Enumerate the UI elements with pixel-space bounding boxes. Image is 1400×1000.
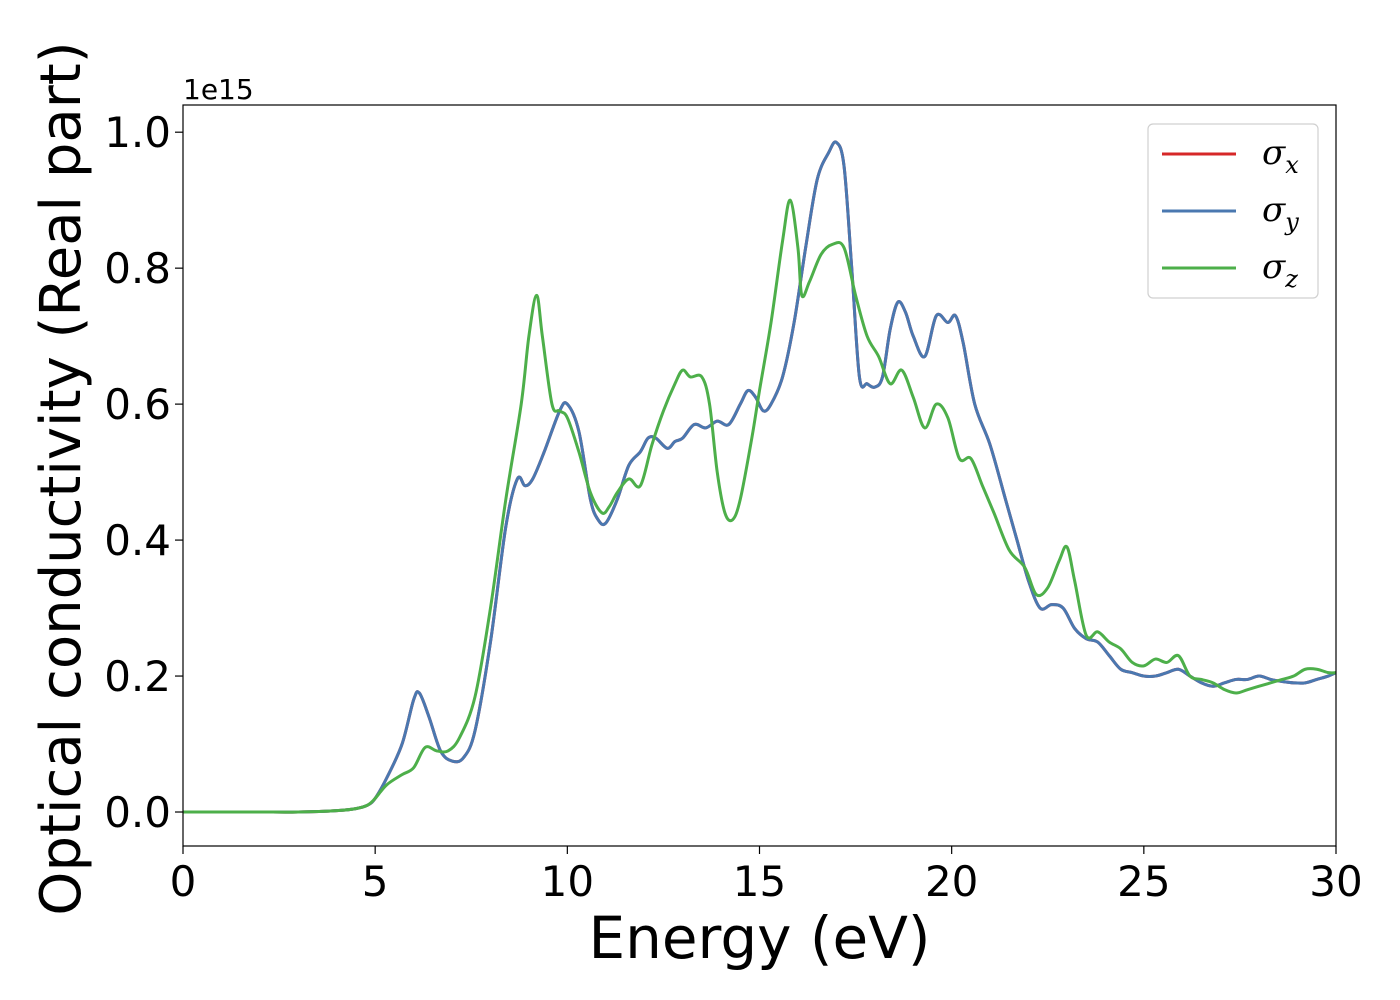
x-tick-label: 20 <box>925 857 978 906</box>
y-tick-label: 0.6 <box>104 380 171 429</box>
y-tick-label: 1.0 <box>104 108 171 157</box>
x-tick-label: 5 <box>362 857 389 906</box>
x-tick-label: 0 <box>170 857 197 906</box>
legend-label-sigma-z: σz <box>1262 247 1298 293</box>
y-tick-label: 0.0 <box>104 788 171 837</box>
y-axis-title: Optical conductivity (Real part) <box>29 41 94 915</box>
legend-label-sigma-y: σy <box>1262 190 1299 236</box>
series-layer <box>183 140 1336 814</box>
y-tick-label: 0.4 <box>104 516 171 565</box>
x-tick-label: 30 <box>1309 857 1362 906</box>
legend: σx σy σz <box>1147 123 1319 299</box>
x-axis: 0 5 10 15 20 25 30 <box>170 846 1363 906</box>
legend-label-sigma-x: σx <box>1262 133 1299 179</box>
x-axis-title: Energy (eV) <box>588 904 930 972</box>
y-axis: 0.0 0.2 0.4 0.6 0.8 1.0 <box>104 108 183 837</box>
y-offset-label: 1e15 <box>183 73 254 106</box>
y-tick-label: 0.8 <box>104 244 171 293</box>
x-tick-label: 15 <box>733 857 786 906</box>
series-line-sigma-y <box>183 140 1336 814</box>
series-line-sigma-z <box>183 198 1336 814</box>
x-tick-label: 10 <box>541 857 594 906</box>
x-tick-label: 25 <box>1117 857 1170 906</box>
y-tick-label: 0.2 <box>104 652 171 701</box>
